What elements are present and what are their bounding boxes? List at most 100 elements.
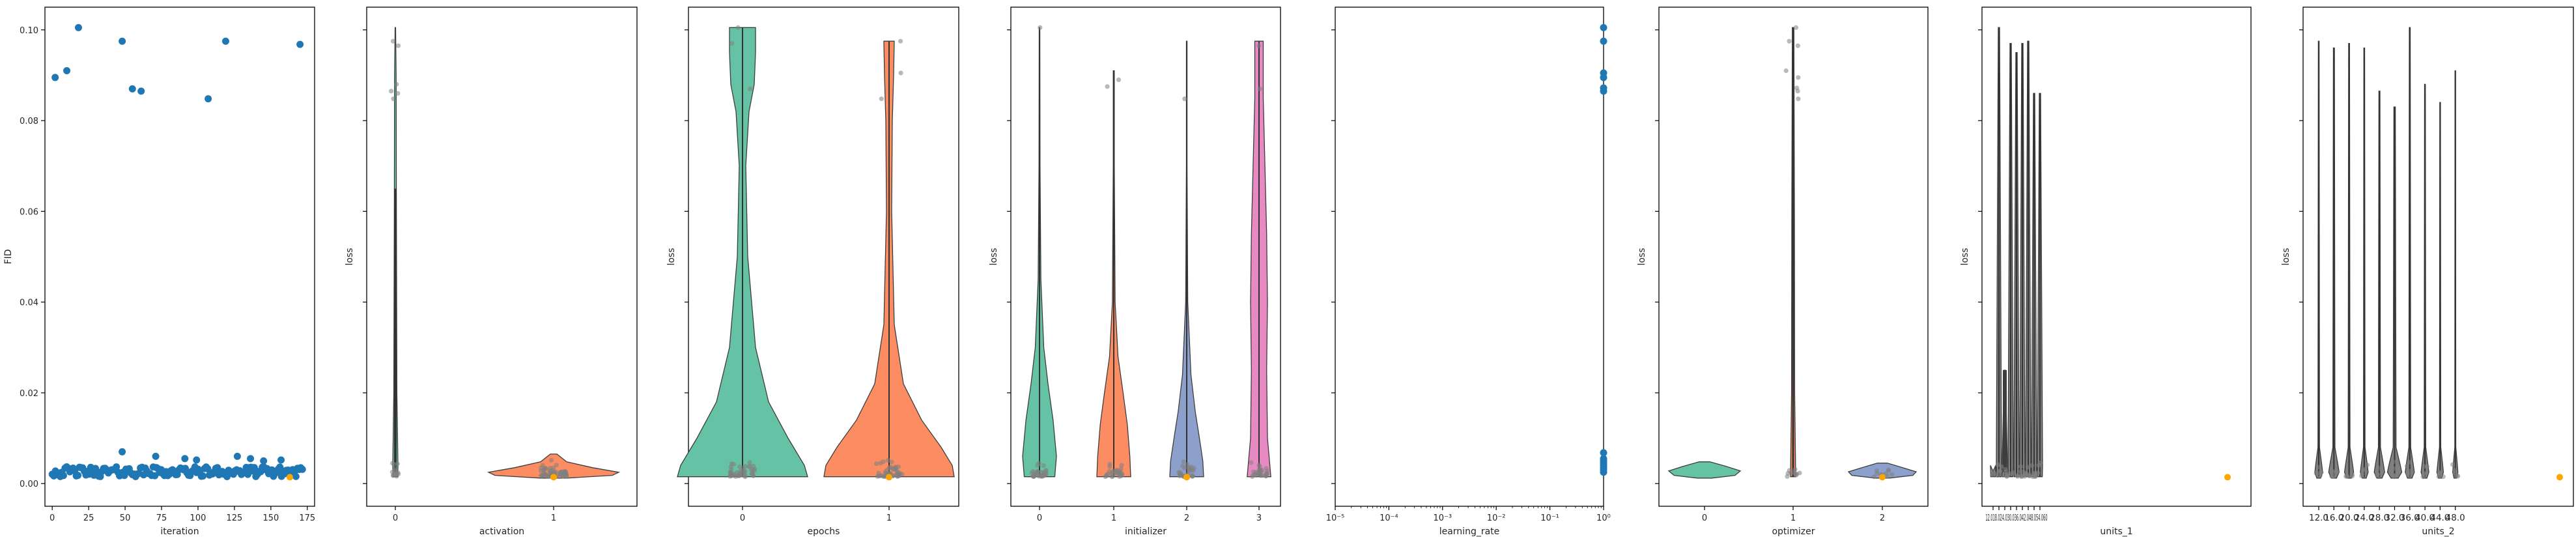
strip-point xyxy=(2317,473,2323,478)
x-tick-label: 24.0 xyxy=(2355,513,2374,523)
strip-point xyxy=(1041,463,1046,468)
strip-point xyxy=(2011,470,2017,476)
best-point xyxy=(2224,474,2231,481)
strip-point xyxy=(395,470,401,476)
data-point xyxy=(1600,449,1607,457)
strip-point xyxy=(889,459,894,465)
y-tick-label: 0.10 xyxy=(20,26,38,36)
strip-point xyxy=(2375,472,2381,477)
x-axis-label: iteration xyxy=(160,526,199,537)
data-point xyxy=(298,465,306,473)
strip-point xyxy=(2334,469,2340,475)
strip-point xyxy=(1871,474,1876,480)
strip-point xyxy=(885,457,890,463)
strip-point xyxy=(750,472,756,478)
y-axis-label: loss xyxy=(1960,248,1970,265)
x-tick-label: 1 xyxy=(886,513,892,523)
x-tick-label: 32.0 xyxy=(2385,513,2405,523)
strip-point xyxy=(1118,466,1124,472)
strip-point xyxy=(1178,470,1183,476)
x-axis-label: optimizer xyxy=(1772,526,1815,537)
strip-point xyxy=(2030,463,2035,468)
data-point xyxy=(193,456,201,464)
axes-frame xyxy=(44,7,315,507)
strip-point xyxy=(1035,472,1040,478)
strip-point xyxy=(739,470,744,475)
strip-point xyxy=(885,467,890,472)
strip-point xyxy=(1117,474,1122,479)
x-tick-label: 3 xyxy=(1256,513,1262,523)
strip-point xyxy=(896,473,901,478)
data-point xyxy=(199,472,207,480)
strip-point xyxy=(1796,75,1801,80)
strip-point xyxy=(2424,464,2429,469)
strip-point xyxy=(1116,77,1122,83)
data-point xyxy=(119,37,126,45)
strip-point xyxy=(2025,465,2030,470)
x-tick-label: 0 xyxy=(393,513,398,523)
strip-point xyxy=(747,460,752,465)
strip-point xyxy=(1030,474,1036,479)
x-tick-label: 1 xyxy=(1111,513,1116,523)
data-point xyxy=(247,455,255,463)
strip-point xyxy=(1795,43,1800,48)
strip-point xyxy=(560,473,565,479)
x-tick-label: 2 xyxy=(1880,513,1885,523)
strip-point xyxy=(1191,468,1196,473)
x-tick-label: 12.0 xyxy=(2309,513,2328,523)
strip-point xyxy=(388,89,394,94)
y-tick-label: 0.06 xyxy=(20,207,38,217)
strip-point xyxy=(2391,459,2396,465)
data-point xyxy=(181,455,189,463)
strip-point xyxy=(1189,474,1195,479)
x-tick-labels-overlapping: 12.018.024.030.036.042.048.054.060 xyxy=(1986,513,2048,523)
axes-frame xyxy=(688,7,959,507)
strip-point xyxy=(731,472,737,477)
x-tick-label: 10⁰ xyxy=(1596,513,1611,523)
x-tick-label: 10⁻¹ xyxy=(1540,513,1559,523)
strip-point xyxy=(2392,474,2397,480)
y-tick-label: 0.02 xyxy=(20,389,38,399)
data-point xyxy=(250,464,258,472)
strip-point xyxy=(2456,474,2461,479)
axes-frame xyxy=(1010,7,1281,507)
y-tick-label: 0.08 xyxy=(20,117,38,126)
strip-point xyxy=(2033,472,2038,478)
x-tick-label: 175 xyxy=(299,513,315,523)
x-tick-label: 25 xyxy=(83,513,94,523)
data-point xyxy=(1600,74,1607,81)
strip-point xyxy=(2003,469,2009,474)
x-tick-label: 0 xyxy=(50,513,55,523)
data-point xyxy=(214,464,221,472)
strip-point xyxy=(2344,474,2350,479)
strip-point xyxy=(2349,472,2355,478)
strip-point xyxy=(1787,38,1792,44)
strip-point xyxy=(1995,462,2000,468)
data-point xyxy=(1600,468,1607,476)
best-point xyxy=(286,474,293,481)
data-point xyxy=(51,74,59,81)
strip-point xyxy=(1886,467,1891,472)
best-point xyxy=(1879,474,1886,481)
data-point xyxy=(1600,23,1607,31)
strip-point xyxy=(2379,467,2384,472)
strip-point xyxy=(391,96,396,102)
strip-point xyxy=(2018,464,2024,469)
strip-point xyxy=(1796,96,1801,102)
x-tick-label: 0 xyxy=(1702,513,1707,523)
box-whisker xyxy=(394,188,397,472)
strip-point xyxy=(548,457,554,463)
strip-point xyxy=(2420,474,2426,480)
strip-point xyxy=(2450,462,2456,467)
x-axis-label: activation xyxy=(479,526,524,537)
strip-point xyxy=(1104,473,1109,478)
strip-point xyxy=(541,472,546,478)
strip-point xyxy=(879,96,884,102)
axes-frame xyxy=(1335,7,1604,507)
x-tick-label: 44.0 xyxy=(2430,513,2450,523)
box-iqr xyxy=(2003,370,2007,472)
y-axis-label: loss xyxy=(2281,248,2291,265)
x-tick-label: 10⁻² xyxy=(1487,513,1506,523)
strip-point xyxy=(743,464,748,469)
